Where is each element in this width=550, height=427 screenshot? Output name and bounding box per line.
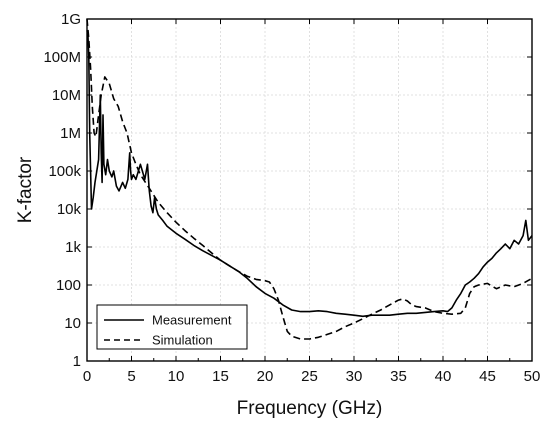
y-axis-title: K-factor [15, 156, 36, 223]
x-axis-title: Frequency (GHz) [237, 398, 383, 419]
x-axis: 0 5 10 15 20 25 30 35 40 45 50 [83, 19, 541, 385]
series-layer [86, 18, 533, 340]
y-tick-label: 1M [60, 125, 81, 142]
x-tick-label: 25 [301, 368, 318, 385]
y-axis: 1 10 100 1k 10k 100k 1M 10M 100M 1G [43, 11, 532, 370]
grid [86, 18, 533, 362]
x-tick-label: 40 [435, 368, 452, 385]
y-tick-label: 1 [73, 353, 81, 370]
x-tick-label: 20 [257, 368, 274, 385]
y-tick-label: 100 [56, 277, 81, 294]
x-tick-label: 45 [479, 368, 496, 385]
y-tick-label: 1G [61, 11, 81, 28]
x-tick-label: 50 [524, 368, 541, 385]
legend-label-measurement: Measurement [152, 313, 232, 328]
x-tick-label: 0 [83, 368, 91, 385]
y-tick-label: 100k [48, 163, 81, 180]
series-line-measurement [86, 30, 533, 318]
y-tick-label: 100M [43, 49, 81, 66]
y-tick-label: 10 [64, 315, 81, 332]
legend-box [96, 304, 248, 350]
legend-label-simulation: Simulation [152, 333, 213, 348]
y-tick-label: 1k [65, 239, 81, 256]
x-tick-label: 5 [127, 368, 135, 385]
x-tick-label: 10 [168, 368, 185, 385]
x-tick-label: 35 [390, 368, 407, 385]
y-tick-label: 10M [52, 87, 81, 104]
x-tick-label: 30 [346, 368, 363, 385]
legend: Measurement Simulation [96, 304, 248, 350]
series-line-simulation [86, 18, 533, 340]
x-tick-label: 15 [212, 368, 229, 385]
y-tick-label: 10k [57, 201, 82, 218]
